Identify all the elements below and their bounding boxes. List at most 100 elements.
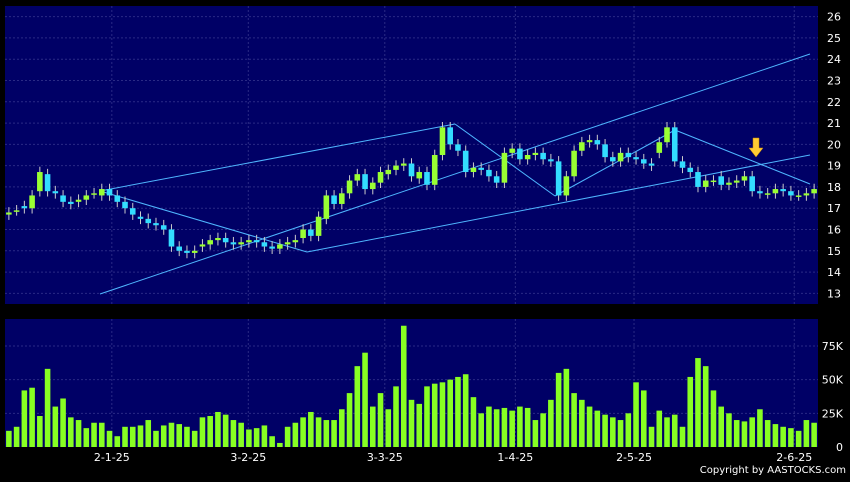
volume-bar bbox=[315, 417, 322, 447]
candle-body bbox=[369, 182, 376, 190]
volume-bar bbox=[176, 424, 183, 447]
candle-body bbox=[153, 223, 159, 226]
candle-body bbox=[91, 193, 97, 195]
candle-body bbox=[385, 169, 392, 175]
candle-body bbox=[602, 144, 608, 158]
candle-body bbox=[191, 250, 198, 253]
volume-bar bbox=[238, 422, 244, 447]
candle-body bbox=[586, 140, 593, 143]
candle-body bbox=[129, 208, 136, 215]
volume-bar bbox=[269, 436, 275, 447]
price-y-tick-label: 22 bbox=[827, 96, 841, 109]
volume-bar bbox=[548, 399, 554, 447]
candle-body bbox=[331, 195, 337, 204]
volume-bar bbox=[68, 417, 74, 447]
candle-body bbox=[346, 180, 353, 194]
volume-bar bbox=[610, 417, 616, 447]
volume-bar bbox=[563, 368, 570, 447]
volume-bar bbox=[261, 425, 268, 447]
candle-body bbox=[757, 191, 763, 194]
candle-body bbox=[493, 176, 500, 183]
trendline bbox=[554, 129, 676, 197]
volume-bar bbox=[277, 442, 283, 447]
candle-body bbox=[563, 176, 570, 196]
candle-body bbox=[679, 161, 686, 168]
candle-body bbox=[478, 167, 484, 170]
candle-body bbox=[315, 216, 322, 236]
candle-body bbox=[749, 176, 755, 192]
volume-bar bbox=[385, 409, 392, 447]
volume-bar bbox=[199, 417, 206, 447]
volume-bar bbox=[586, 406, 593, 447]
volume-bar bbox=[29, 387, 35, 447]
price-y-tick-label: 17 bbox=[827, 202, 841, 215]
candle-body bbox=[548, 159, 554, 162]
candle-body bbox=[277, 244, 283, 249]
candle-body bbox=[6, 212, 12, 215]
candle-body bbox=[184, 250, 190, 253]
candle-body bbox=[137, 216, 144, 219]
candle-body bbox=[238, 242, 244, 245]
volume-bar bbox=[362, 352, 368, 447]
candle-body bbox=[656, 142, 663, 153]
candle-body bbox=[377, 172, 384, 183]
volume-bar bbox=[246, 429, 252, 447]
candle-body bbox=[555, 161, 562, 196]
candle-body bbox=[772, 189, 779, 194]
candle-body bbox=[199, 244, 206, 247]
trendline bbox=[99, 53, 811, 295]
volume-bar bbox=[207, 416, 213, 447]
candle-body bbox=[52, 191, 59, 194]
price-y-tick-label: 25 bbox=[827, 32, 841, 45]
candle-body bbox=[408, 163, 415, 177]
volume-bar bbox=[114, 436, 121, 447]
volume-bar bbox=[687, 376, 694, 447]
candle-body bbox=[509, 148, 515, 153]
copyright-text: Copyright by AASTOCKS.com bbox=[700, 465, 846, 476]
volume-bar bbox=[726, 413, 732, 447]
candle-body bbox=[284, 242, 291, 245]
volume-bar bbox=[284, 426, 291, 447]
volume-bar bbox=[122, 426, 128, 447]
candle-body bbox=[594, 140, 601, 145]
candle-body bbox=[98, 189, 105, 196]
volume-y-tick-label: 75K bbox=[822, 340, 844, 353]
volume-bar bbox=[757, 409, 763, 447]
volume-bar bbox=[153, 430, 159, 447]
candle-body bbox=[462, 150, 469, 173]
candle-body bbox=[664, 127, 670, 143]
volume-bar bbox=[168, 422, 175, 447]
candle-body bbox=[532, 152, 539, 155]
candle-body bbox=[68, 201, 74, 204]
volume-bar bbox=[656, 410, 663, 447]
volume-bar bbox=[339, 409, 345, 447]
price-y-tick-label: 16 bbox=[827, 224, 841, 237]
volume-bar bbox=[749, 417, 755, 447]
candle-body bbox=[811, 189, 817, 194]
volume-y-tick-label: 0 bbox=[836, 441, 843, 454]
volume-bar bbox=[710, 390, 717, 447]
candle-body bbox=[695, 172, 701, 187]
price-y-tick-label: 21 bbox=[827, 117, 841, 130]
volume-bar bbox=[300, 417, 306, 447]
volume-y-tick-label: 50K bbox=[822, 374, 844, 387]
candle-body bbox=[300, 229, 306, 239]
candle-body bbox=[486, 169, 492, 177]
candle-body bbox=[431, 155, 438, 185]
price-y-tick-label: 18 bbox=[827, 181, 841, 194]
volume-bar bbox=[733, 420, 740, 447]
volume-bar bbox=[369, 406, 376, 447]
candle-body bbox=[207, 240, 213, 245]
price-y-tick-label: 24 bbox=[827, 53, 841, 66]
candle-body bbox=[176, 246, 183, 251]
volume-bar bbox=[75, 420, 82, 447]
volume-bar bbox=[145, 420, 152, 447]
candle-body bbox=[261, 242, 268, 247]
volume-bar bbox=[532, 420, 539, 447]
volume-bar bbox=[671, 414, 678, 447]
candle-body bbox=[145, 218, 152, 224]
candle-body bbox=[687, 167, 694, 173]
candle-body bbox=[524, 155, 531, 160]
